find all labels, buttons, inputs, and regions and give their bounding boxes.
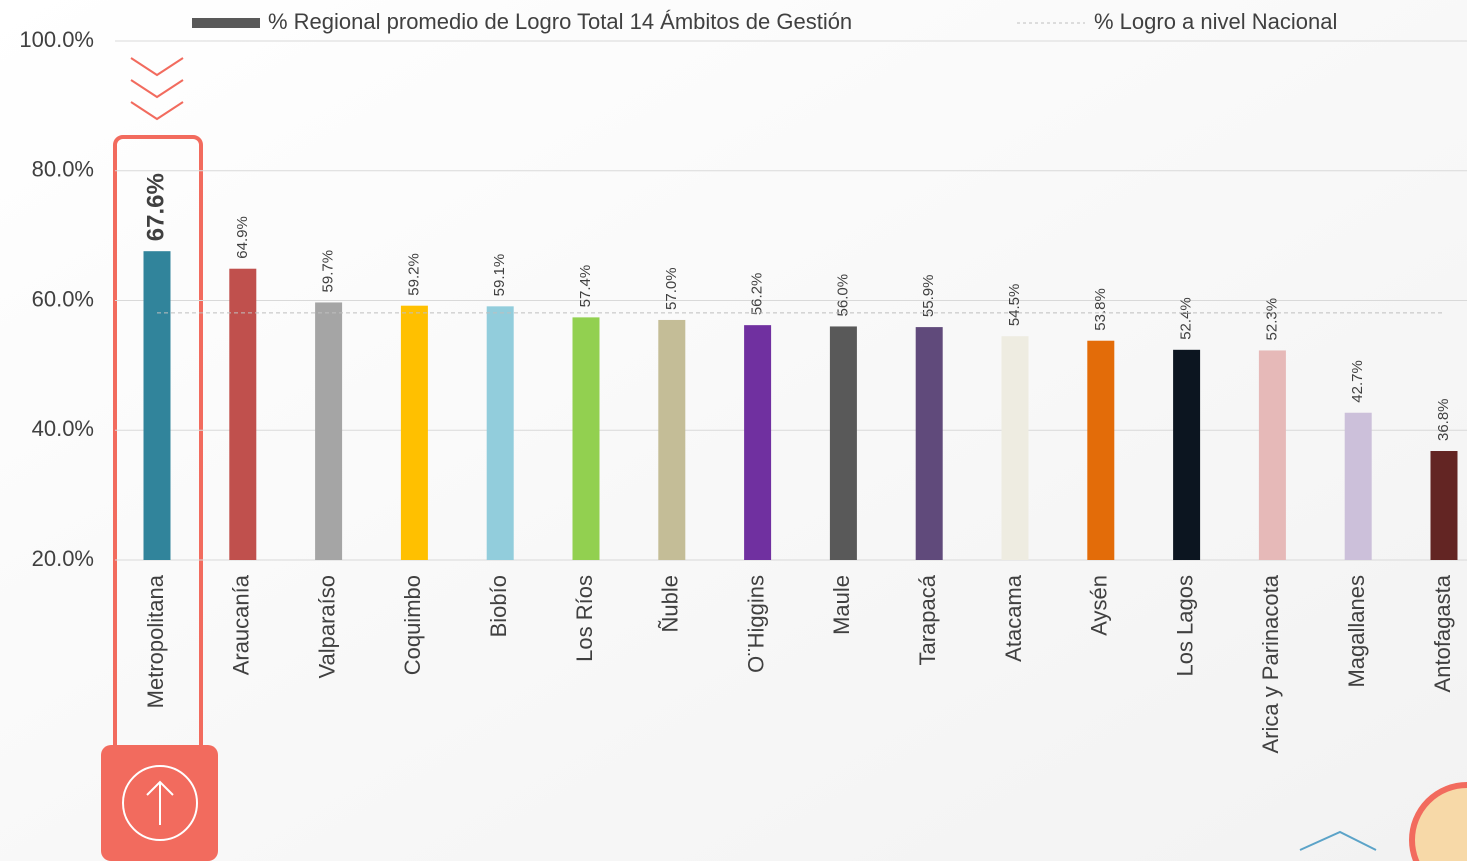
legend-label: % Regional promedio de Logro Total 14 Ám… [268,9,852,34]
legend-swatch [192,18,260,28]
bar [487,306,514,560]
bar [401,306,428,560]
value-label: 42.7% [1349,360,1366,403]
x-tick-label: Arica y Parinacota [1258,574,1283,753]
value-label: 57.4% [577,265,594,308]
bar [744,325,771,560]
x-tick-label: Biobío [486,575,511,637]
value-label: 67.6% [142,173,169,241]
y-tick-label: 20.0% [32,546,94,571]
bar [1259,350,1286,560]
y-tick-label: 60.0% [32,286,94,311]
y-tick-label: 80.0% [32,157,94,182]
x-tick-label: Atacama [1001,574,1026,662]
value-label: 59.7% [320,250,337,293]
x-tick-label: Los Ríos [572,575,597,662]
bar [1087,341,1114,560]
value-label: 56.2% [749,273,766,316]
value-label: 36.8% [1435,398,1452,441]
bar [1345,413,1372,560]
x-tick-label: Los Lagos [1172,575,1197,677]
bar [658,320,685,560]
bar [315,302,342,560]
x-tick-label: Ñuble [658,575,683,632]
x-tick-label: Coquimbo [400,575,425,675]
legend-label: % Logro a nivel Nacional [1094,9,1337,34]
value-label: 56.0% [834,274,851,317]
bar [1173,350,1200,560]
value-label: 52.3% [1263,298,1280,341]
bar [573,317,600,560]
x-tick-label: Araucanía [229,574,254,675]
value-label: 52.4% [1178,297,1195,340]
value-label: 54.5% [1006,284,1023,327]
page: 20.0% 40.0% 60.0% 80.0% 100.0% 67.6% Metropol… [0,0,1467,861]
bar [916,327,943,560]
x-tick-label: Valparaíso [314,575,339,679]
bar [144,251,171,560]
x-tick-label: O¨Higgins [743,575,768,673]
bar [1002,336,1029,560]
value-label: 59.2% [405,253,422,296]
value-label: 53.8% [1092,288,1109,331]
x-tick-label: Metropolitana [143,574,168,708]
y-tick-label: 100.0% [19,27,94,52]
x-tick-label: Antofagasta [1430,574,1455,692]
x-tick-label: Aysén [1087,575,1112,636]
bar [1431,451,1458,560]
y-tick-label: 40.0% [32,416,94,441]
x-tick-label: Magallanes [1344,575,1369,688]
value-label: 57.0% [663,267,680,310]
chart: 20.0% 40.0% 60.0% 80.0% 100.0% 67.6% Metropol… [0,0,1467,861]
value-label: 64.9% [234,216,251,259]
bar [830,326,857,560]
x-tick-label: Maule [829,575,854,635]
value-label: 55.9% [920,275,937,318]
x-tick-label: Tarapacá [915,574,940,665]
value-label: 59.1% [491,254,508,297]
